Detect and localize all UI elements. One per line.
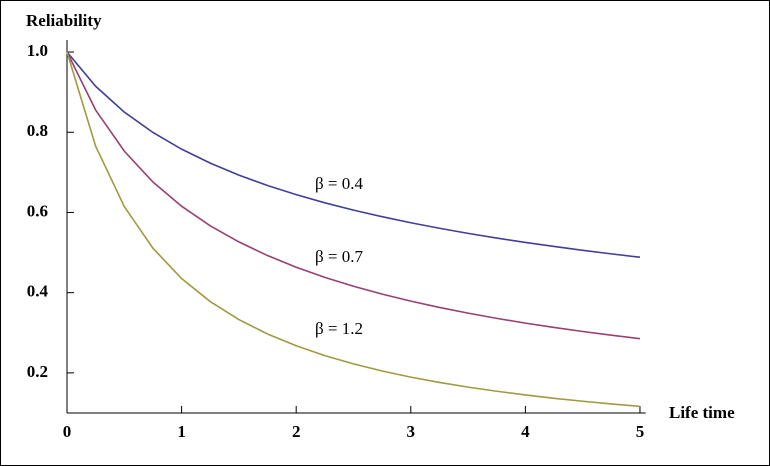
- y-tick-label: 1.0: [27, 41, 48, 60]
- y-tick-label: 0.8: [27, 121, 48, 140]
- x-tick-label: 5: [636, 422, 645, 441]
- x-axis-label: Life time: [669, 403, 735, 422]
- x-tick-label: 1: [177, 422, 186, 441]
- curve-label: β = 0.7: [315, 247, 363, 266]
- x-tick-label: 4: [521, 422, 530, 441]
- series-line: [66, 51, 641, 340]
- curve-label: β = 1.2: [315, 319, 363, 338]
- y-tick-label: 0.2: [27, 362, 48, 381]
- curve-label: β = 0.4: [315, 174, 363, 193]
- x-tick-label: 3: [407, 422, 416, 441]
- y-tick-label: 0.6: [27, 201, 48, 220]
- x-tick-label: 0: [63, 422, 72, 441]
- series-line: [66, 51, 641, 259]
- y-axis-label: Reliability: [26, 11, 102, 30]
- series-line: [66, 51, 641, 408]
- x-tick-label: 2: [292, 422, 301, 441]
- y-tick-label: 0.4: [27, 282, 49, 301]
